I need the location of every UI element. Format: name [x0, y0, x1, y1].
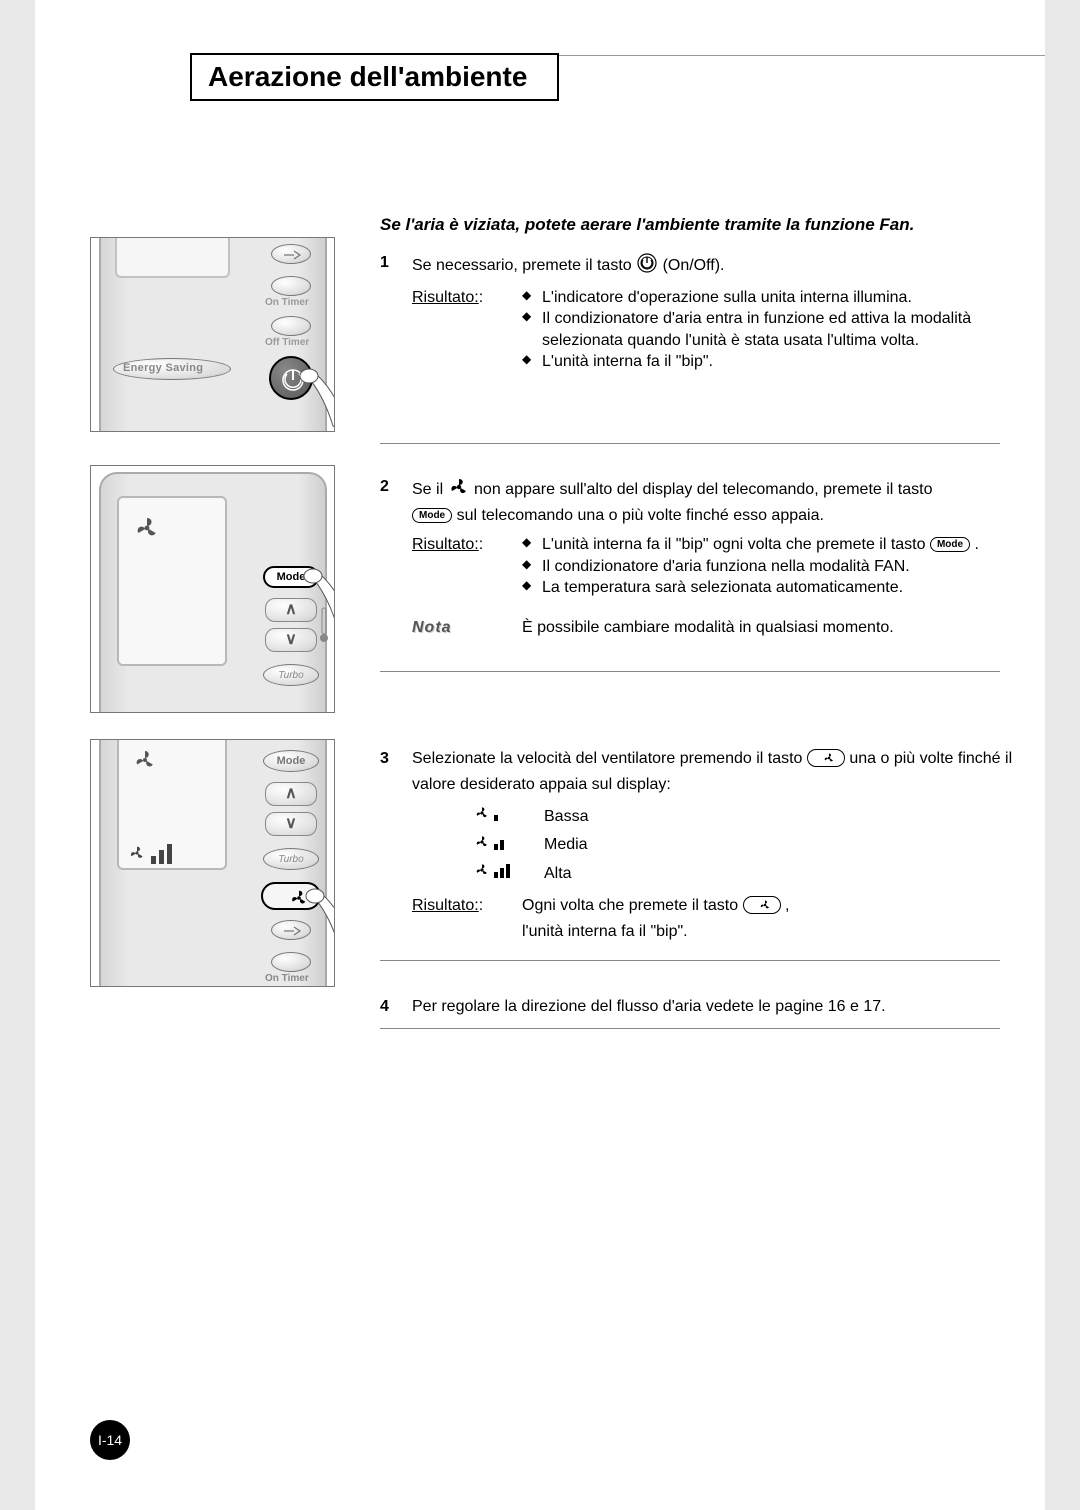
speed-row-low: Bassa [472, 803, 1035, 830]
step-4: 4 Per regolare la direzione del flusso d… [380, 996, 1035, 1029]
step-3-number: 3 [380, 748, 404, 770]
mode-button: Mode [263, 566, 319, 588]
step-3-ris-a: Ogni volta che premete il tasto [522, 897, 743, 914]
step-2-bullet-3: La temperatura sarà selezionata automati… [522, 577, 1035, 599]
heading-title: Aerazione dell'ambiente [208, 61, 527, 93]
mode-button-2: Mode [263, 750, 319, 772]
on-timer-label: On Timer [265, 297, 309, 308]
on-timer-button [271, 276, 311, 296]
up-button: ∧ [265, 598, 317, 622]
turbo-button-2: Turbo [263, 848, 319, 870]
fan-icon [448, 476, 470, 505]
step-2-bullet-1: L'unità interna fa il "bip" ogni volta c… [522, 534, 1035, 556]
heading-box: Aerazione dell'ambiente [190, 53, 559, 101]
step-1-bullet-3: L'unità interna fa il "bip". [522, 351, 1035, 373]
remote-illustration-1: On Timer Off Timer Energy Saving [90, 237, 335, 432]
set-cancel-power-button [269, 356, 313, 400]
page-number: I-14 [98, 1432, 122, 1448]
step-3-text-a: Selezionate la velocità del ventilatore … [412, 750, 807, 767]
turbo-label: Turbo [278, 670, 303, 681]
step-1-number: 1 [380, 252, 404, 274]
step-1-text-b: (On/Off). [663, 257, 725, 274]
step-3-ris-b: , [785, 897, 789, 914]
step-2: 2 Se il non appare sull'alto del display… [380, 476, 1035, 672]
step-3: 3 Selezionate la velocità del ventilator… [380, 748, 1035, 961]
step-4-number: 4 [380, 996, 404, 1018]
step-1-risultato-label: Risultato: [412, 289, 479, 306]
swing-button-2 [271, 920, 311, 940]
step-2-text-c: sul telecomando una o più volte finché e… [457, 507, 824, 524]
lcd-speed-bars-icon [127, 840, 183, 871]
speed-med-label: Media [544, 834, 588, 856]
mode-label-2: Mode [277, 755, 306, 767]
step-3-ris-c: l'unità interna fa il "bip". [522, 923, 688, 940]
down-button-2: ∨ [265, 812, 317, 836]
step-1-bullet-1: L'indicatore d'operazione sulla unita in… [522, 287, 1035, 309]
fan-button-icon-2 [743, 896, 781, 921]
mode-pill-icon-2: Mode [930, 537, 970, 552]
step-2-number: 2 [380, 476, 404, 498]
onoff-icon [636, 252, 658, 281]
thermometer-icon [319, 606, 329, 649]
step-2-bullet-1b: . [975, 536, 979, 553]
heading: Aerazione dell'ambiente [190, 55, 1045, 101]
fan-speed-med-icon [472, 832, 528, 859]
remote-illustration-3: Mode ∧ ∨ Turbo On Timer [90, 739, 335, 987]
step-4-text: Per regolare la direzione del flusso d'a… [412, 998, 886, 1015]
step-2-bullet-2: Il condizionatore d'aria funziona nella … [522, 556, 1035, 578]
nota-label: Nota [412, 619, 452, 636]
page-number-badge: I-14 [90, 1420, 130, 1460]
nota-text: È possibile cambiare modalità in qualsia… [522, 617, 1035, 639]
on-timer-button-2 [271, 952, 311, 972]
step-2-text-a: Se il [412, 481, 448, 498]
mode-pill-icon: Mode [412, 508, 452, 523]
step-2-bullet-1a: L'unità interna fa il "bip" ogni volta c… [542, 536, 930, 553]
step-1-bullet-2: Il condizionatore d'aria entra in funzio… [522, 308, 1035, 351]
off-timer-label: Off Timer [265, 337, 309, 348]
step-1: 1 Se necessario, premete il tasto (On/Of… [380, 252, 1035, 444]
step-3-risultato-label: Risultato: [412, 897, 479, 914]
lcd-fan-icon [133, 514, 161, 547]
speed-high-label: Alta [544, 863, 572, 885]
on-timer-label-2: On Timer [265, 973, 309, 984]
lcd-fan-icon-2 [133, 748, 157, 777]
turbo-label-2: Turbo [278, 854, 303, 865]
turbo-button: Turbo [263, 664, 319, 686]
speed-low-label: Bassa [544, 806, 588, 828]
step-2-risultato-label: Risultato: [412, 536, 479, 553]
step-1-text-a: Se necessario, premete il tasto [412, 257, 636, 274]
down-button: ∨ [265, 628, 317, 652]
up-button-2: ∧ [265, 782, 317, 806]
off-timer-button [271, 316, 311, 336]
fan-button [261, 882, 321, 910]
step-2-text-b: non appare sull'alto del display del tel… [474, 481, 932, 498]
intro-text: Se l'aria è viziata, potete aerare l'amb… [380, 215, 1000, 235]
fan-button-icon [807, 749, 845, 774]
speed-row-high: Alta [472, 860, 1035, 887]
remote-illustration-2: Mode ∧ ∨ Turbo [90, 465, 335, 713]
swing-button-icon [271, 244, 311, 264]
speed-row-med: Media [472, 832, 1035, 859]
energy-saving-label: Energy Saving [123, 362, 203, 374]
fan-speed-high-icon [472, 860, 528, 887]
fan-speed-low-icon [472, 803, 528, 830]
